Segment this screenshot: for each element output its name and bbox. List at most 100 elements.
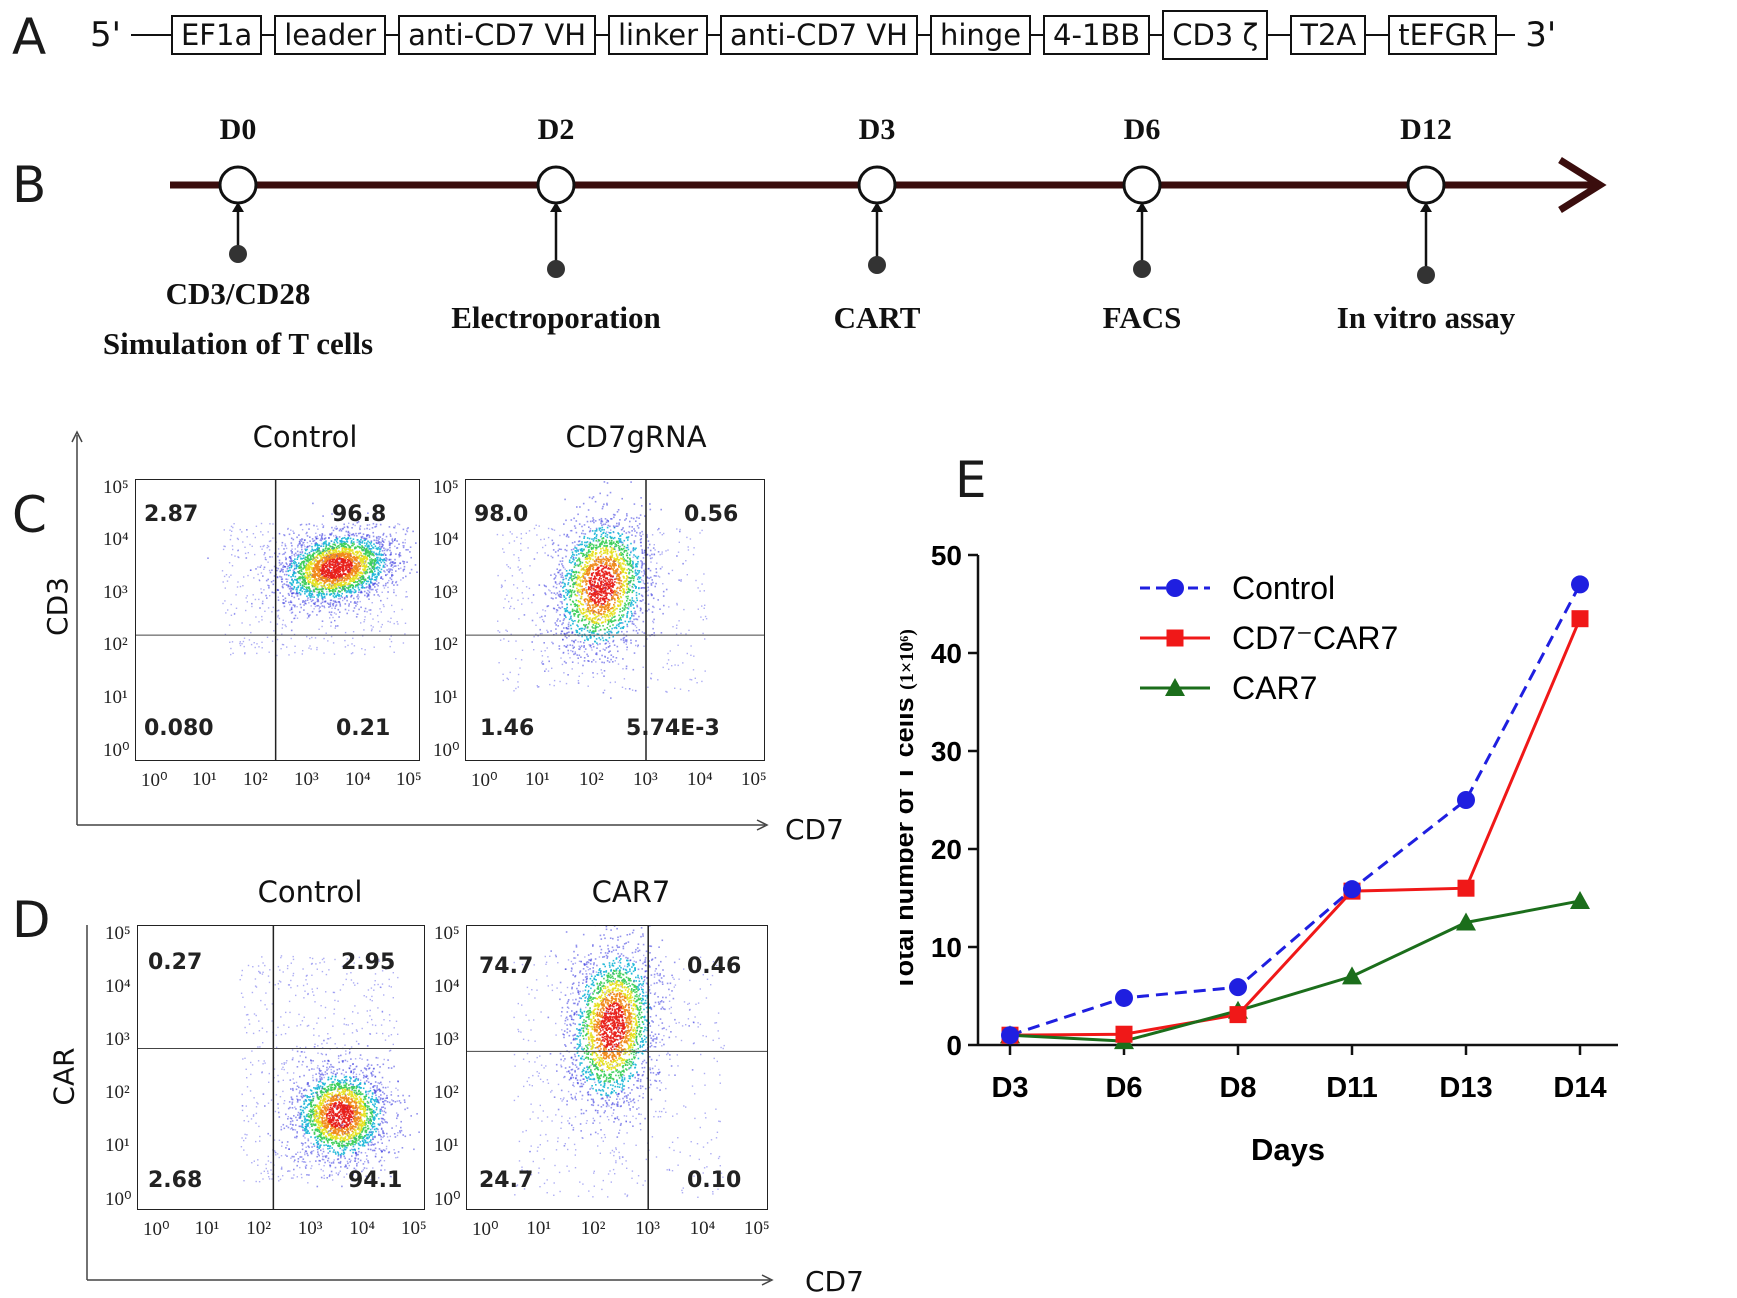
construct-element: leader xyxy=(274,15,386,55)
timeline-day-label: D12 xyxy=(1376,113,1476,147)
facs-plot-d-control: 0.27 2.95 2.68 94.1 xyxy=(137,925,425,1210)
facs-plot-title: CD7gRNA xyxy=(486,420,786,454)
facs-x-tick: 10⁰ xyxy=(143,1218,170,1241)
data-point xyxy=(1116,1026,1133,1043)
quadrant-lower-right: 94.1 xyxy=(348,1168,402,1193)
construct-element: linker xyxy=(608,15,708,55)
timeline-day-label: D3 xyxy=(827,113,927,147)
timeline-node-d6 xyxy=(1124,167,1160,278)
dot-cloud xyxy=(207,503,420,657)
facs-x-tick: 10⁴ xyxy=(345,769,371,791)
quadrant-upper-left: 2.87 xyxy=(144,502,198,527)
facs-y-tick: 10⁵ xyxy=(105,923,131,945)
data-point xyxy=(1230,1006,1247,1023)
facs-y-tick: 10⁰ xyxy=(433,739,460,762)
quadrant-lower-right: 0.21 xyxy=(336,716,390,741)
construct-element: tEFGR xyxy=(1388,15,1497,55)
facs-x-tick: 10³ xyxy=(633,769,658,791)
data-point xyxy=(1167,630,1184,647)
facs-x-axis-label: CD7 xyxy=(805,1265,864,1298)
facs-y-tick: 10³ xyxy=(433,582,458,604)
quadrant-lower-left: 0.080 xyxy=(144,716,214,741)
timeline-node-d0 xyxy=(220,167,256,263)
timeline-day-label: D2 xyxy=(506,113,606,147)
data-point xyxy=(1570,891,1590,909)
quadrant-upper-right: 0.46 xyxy=(687,954,741,979)
facs-plot-d-car7: 74.7 0.46 24.7 0.10 xyxy=(466,925,768,1210)
facs-x-tick: 10⁰ xyxy=(471,769,498,792)
timeline-event-label: CART xyxy=(777,300,977,336)
facs-x-tick: 10³ xyxy=(635,1218,660,1240)
construct-element: EF1a xyxy=(171,15,262,55)
quadrant-upper-right: 0.56 xyxy=(684,502,738,527)
timeline-event-label: FACS xyxy=(1042,300,1242,336)
data-point xyxy=(1457,791,1475,809)
data-point xyxy=(1572,610,1589,627)
panel-e-letter: E xyxy=(955,455,987,505)
quadrant-upper-left: 74.7 xyxy=(479,954,533,979)
legend-entry: CAR7 xyxy=(1140,670,1317,706)
facs-x-tick: 10⁵ xyxy=(396,769,422,791)
x-tick-label: D11 xyxy=(1326,1072,1378,1104)
facs-x-tick: 10² xyxy=(581,1218,606,1240)
timeline-event-label: Electroporation xyxy=(416,300,696,336)
facs-x-tick: 10¹ xyxy=(192,769,217,791)
dot-cloud xyxy=(240,955,420,1188)
x-axis-title: Days xyxy=(1251,1132,1325,1167)
facs-y-tick: 10¹ xyxy=(433,687,458,709)
data-point xyxy=(1342,966,1362,984)
facs-x-tick: 10¹ xyxy=(195,1218,220,1240)
facs-x-tick: 10³ xyxy=(294,769,319,791)
y-tick-label: 30 xyxy=(931,736,962,767)
facs-x-tick: 10⁵ xyxy=(744,1218,770,1240)
facs-x-tick: 10⁴ xyxy=(687,769,713,791)
panel-a-letter: A xyxy=(12,12,46,62)
timeline-day-label: D6 xyxy=(1092,113,1192,147)
series-2 xyxy=(1010,901,1580,1041)
panel-c-letter: C xyxy=(12,490,47,540)
data-point xyxy=(1458,880,1475,897)
facs-y-tick: 10⁰ xyxy=(434,1188,461,1211)
data-point xyxy=(1343,880,1361,898)
y-tick-label: 10 xyxy=(931,932,962,963)
facs-y-tick: 10⁵ xyxy=(434,923,460,945)
facs-y-tick: 10⁰ xyxy=(103,739,130,762)
facs-y-tick: 10³ xyxy=(103,582,128,604)
y-axis-title-text: Total number of T cells xyxy=(900,690,919,991)
timeline-node-d3 xyxy=(859,167,895,274)
facs-y-tick: 10⁰ xyxy=(105,1188,132,1211)
facs-plot-c-control: 2.87 96.8 0.080 0.21 xyxy=(135,479,420,761)
quadrant-lower-left: 2.68 xyxy=(148,1168,202,1193)
facs-y-tick: 10¹ xyxy=(434,1135,459,1157)
facs-x-tick: 10³ xyxy=(298,1218,323,1240)
facs-y-tick: 10⁴ xyxy=(434,976,460,998)
construct-element: 4-1BB xyxy=(1043,15,1150,55)
facs-x-tick: 10² xyxy=(243,769,268,791)
timeline-day-label: D0 xyxy=(188,113,288,147)
x-tick-label: D8 xyxy=(1219,1072,1256,1104)
timeline-event-label: Simulation of T cells xyxy=(58,326,418,362)
y-tick-label: 0 xyxy=(946,1030,962,1061)
facs-x-tick: 10⁵ xyxy=(741,769,767,791)
facs-x-tick: 10⁵ xyxy=(401,1218,427,1240)
facs-x-tick: 10¹ xyxy=(525,769,550,791)
y-tick-label: 20 xyxy=(931,834,962,865)
facs-y-tick: 10¹ xyxy=(103,687,128,709)
facs-plot-title: CAR7 xyxy=(481,875,781,909)
facs-y-tick: 10⁴ xyxy=(105,976,131,998)
y-axis-title-unit: (1×10⁶) xyxy=(900,629,918,690)
facs-y-tick: 10⁴ xyxy=(433,529,459,551)
facs-y-tick: 10¹ xyxy=(105,1135,130,1157)
facs-plot-c-cd7grna: 98.0 0.56 1.46 5.74E-3 xyxy=(465,479,765,761)
x-tick-label: D14 xyxy=(1553,1072,1606,1104)
five-prime-end: 5' xyxy=(90,15,121,55)
facs-y-tick: 10⁴ xyxy=(103,529,129,551)
facs-x-tick: 10² xyxy=(579,769,604,791)
construct-element: anti-CD7 VH xyxy=(398,15,596,55)
facs-y-tick: 10³ xyxy=(434,1029,459,1051)
quadrant-upper-left: 0.27 xyxy=(148,950,202,975)
data-point xyxy=(1115,989,1133,1007)
facs-y-tick: 10⁵ xyxy=(103,477,129,499)
facs-y-tick: 10⁵ xyxy=(433,477,459,499)
